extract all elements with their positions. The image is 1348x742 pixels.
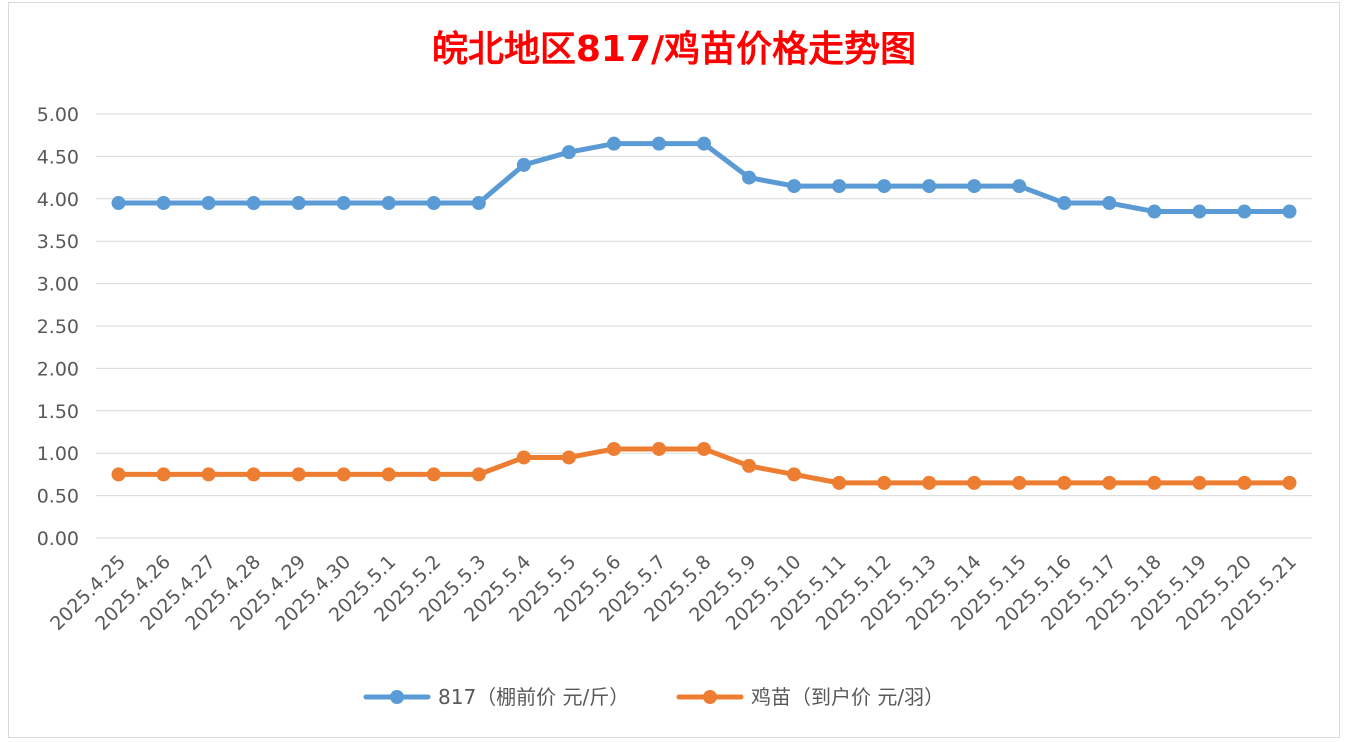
data-point[interactable] <box>651 136 666 151</box>
data-point[interactable] <box>201 467 216 482</box>
data-point[interactable] <box>426 467 441 482</box>
data-point[interactable] <box>516 450 531 465</box>
legend-item[interactable]: 817（棚前价 元/斤） <box>363 685 629 709</box>
data-point[interactable] <box>426 196 441 211</box>
legend-label: 817（棚前价 元/斤） <box>438 685 629 709</box>
data-point[interactable] <box>1147 475 1162 490</box>
gridlines <box>96 113 1312 539</box>
data-point[interactable] <box>1192 475 1207 490</box>
series-0 <box>111 136 1297 219</box>
data-point[interactable] <box>561 145 576 160</box>
data-point[interactable] <box>336 196 351 211</box>
data-point[interactable] <box>381 196 396 211</box>
series-lines <box>111 136 1297 490</box>
data-point[interactable] <box>246 196 261 211</box>
data-point[interactable] <box>381 467 396 482</box>
data-point[interactable] <box>471 196 486 211</box>
legend-label: 鸡苗（到户价 元/羽） <box>751 685 944 709</box>
data-point[interactable] <box>111 467 126 482</box>
data-point[interactable] <box>291 467 306 482</box>
chart-area[interactable]: 皖北地区817/鸡苗价格走势图 0.00 0.50 1.00 1.50 2.00 2.50… <box>8 2 1340 738</box>
data-point[interactable] <box>291 196 306 211</box>
y-tick-label: 4.50 <box>37 146 79 168</box>
data-point[interactable] <box>877 475 892 490</box>
data-point[interactable] <box>1192 204 1207 219</box>
data-point[interactable] <box>1282 204 1297 219</box>
data-point[interactable] <box>742 458 757 473</box>
data-point[interactable] <box>697 441 711 456</box>
data-point[interactable] <box>606 136 621 151</box>
series-1 <box>111 441 1297 490</box>
data-point[interactable] <box>201 196 216 211</box>
data-point[interactable] <box>156 467 171 482</box>
data-point[interactable] <box>877 179 892 194</box>
chart-title: 皖北地区817/鸡苗价格走势图 <box>432 29 916 70</box>
data-point[interactable] <box>246 467 261 482</box>
data-point[interactable] <box>336 467 351 482</box>
data-point[interactable] <box>606 441 621 456</box>
data-point[interactable] <box>922 475 937 490</box>
data-point[interactable] <box>787 467 802 482</box>
data-point[interactable] <box>1237 475 1252 490</box>
data-point[interactable] <box>832 475 847 490</box>
data-point[interactable] <box>516 157 531 172</box>
data-point[interactable] <box>697 136 711 151</box>
x-axis-tick-labels: 2025.4.252025.4.262025.4.272025.4.282025… <box>46 551 1301 635</box>
data-point[interactable] <box>787 179 802 194</box>
data-point[interactable] <box>1012 475 1027 490</box>
data-point[interactable] <box>832 179 847 194</box>
y-tick-label: 4.00 <box>37 189 79 211</box>
data-point[interactable] <box>651 441 666 456</box>
data-point[interactable] <box>1057 196 1072 211</box>
data-point[interactable] <box>967 475 982 490</box>
data-point[interactable] <box>922 179 937 194</box>
data-point[interactable] <box>1282 475 1297 490</box>
data-point[interactable] <box>1237 204 1252 219</box>
data-point[interactable] <box>967 179 982 194</box>
legend-marker <box>390 690 404 704</box>
y-tick-label: 3.50 <box>37 231 79 253</box>
data-point[interactable] <box>1102 196 1117 211</box>
y-tick-label: 2.50 <box>37 316 79 338</box>
data-point[interactable] <box>156 196 171 211</box>
data-point[interactable] <box>111 196 126 211</box>
legend[interactable]: 817（棚前价 元/斤） 鸡苗（到户价 元/羽） <box>363 685 944 709</box>
data-point[interactable] <box>1102 475 1117 490</box>
data-point[interactable] <box>1147 204 1162 219</box>
data-point[interactable] <box>471 467 486 482</box>
line-chart: 皖北地区817/鸡苗价格走势图 0.00 0.50 1.00 1.50 2.00 2.50… <box>37 29 1312 709</box>
data-point[interactable] <box>742 170 757 185</box>
data-point[interactable] <box>1057 475 1072 490</box>
data-point[interactable] <box>561 450 576 465</box>
data-point[interactable] <box>1012 179 1027 194</box>
y-tick-label: 1.00 <box>37 443 79 465</box>
y-tick-label: 3.00 <box>37 274 79 296</box>
y-axis-tick-labels: 0.00 0.50 1.00 1.50 2.00 2.50 3.00 3.50 4.00 4.50… <box>37 104 79 550</box>
y-tick-label: 1.50 <box>37 401 79 423</box>
legend-item[interactable]: 鸡苗（到户价 元/羽） <box>676 685 944 709</box>
y-tick-label: 2.00 <box>37 358 79 380</box>
y-tick-label: 0.50 <box>37 486 79 508</box>
y-tick-label: 0.00 <box>37 528 79 550</box>
y-tick-label: 5.00 <box>37 104 79 126</box>
legend-marker <box>703 690 717 704</box>
